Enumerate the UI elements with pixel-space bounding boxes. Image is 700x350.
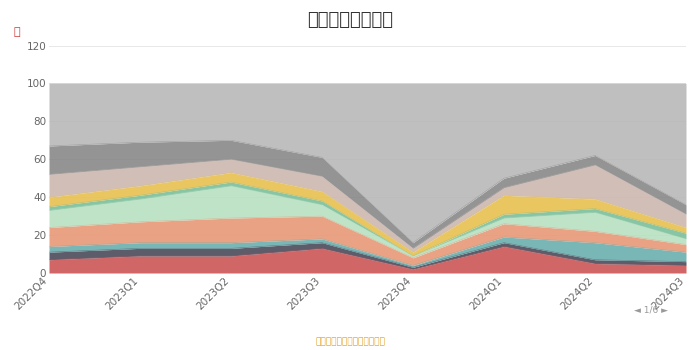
Text: ◄ 1/6 ►: ◄ 1/6 ► — [634, 305, 668, 314]
Text: ％: ％ — [14, 27, 20, 37]
Text: 前十大重仓股变化: 前十大重仓股变化 — [307, 10, 393, 28]
Text: 制图数据来自恒生聚源数据库: 制图数据来自恒生聚源数据库 — [315, 337, 385, 346]
